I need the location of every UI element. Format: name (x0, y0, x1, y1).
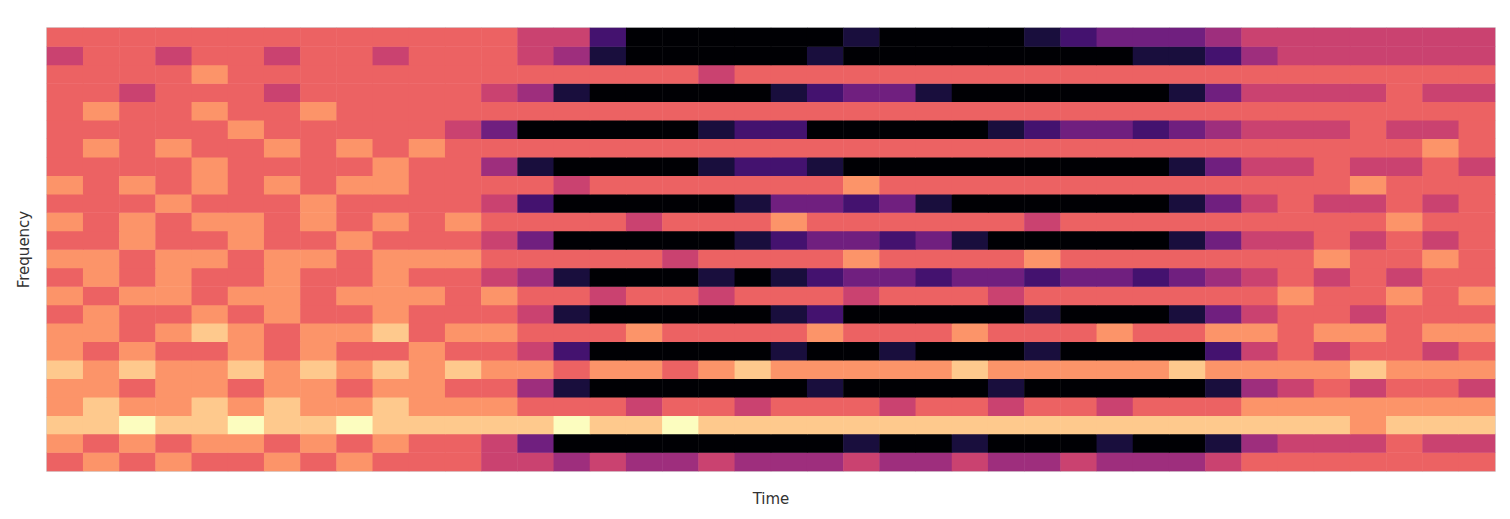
svg-text:Frequency: Frequency (15, 211, 33, 289)
svg-text:Time: Time (752, 490, 790, 508)
